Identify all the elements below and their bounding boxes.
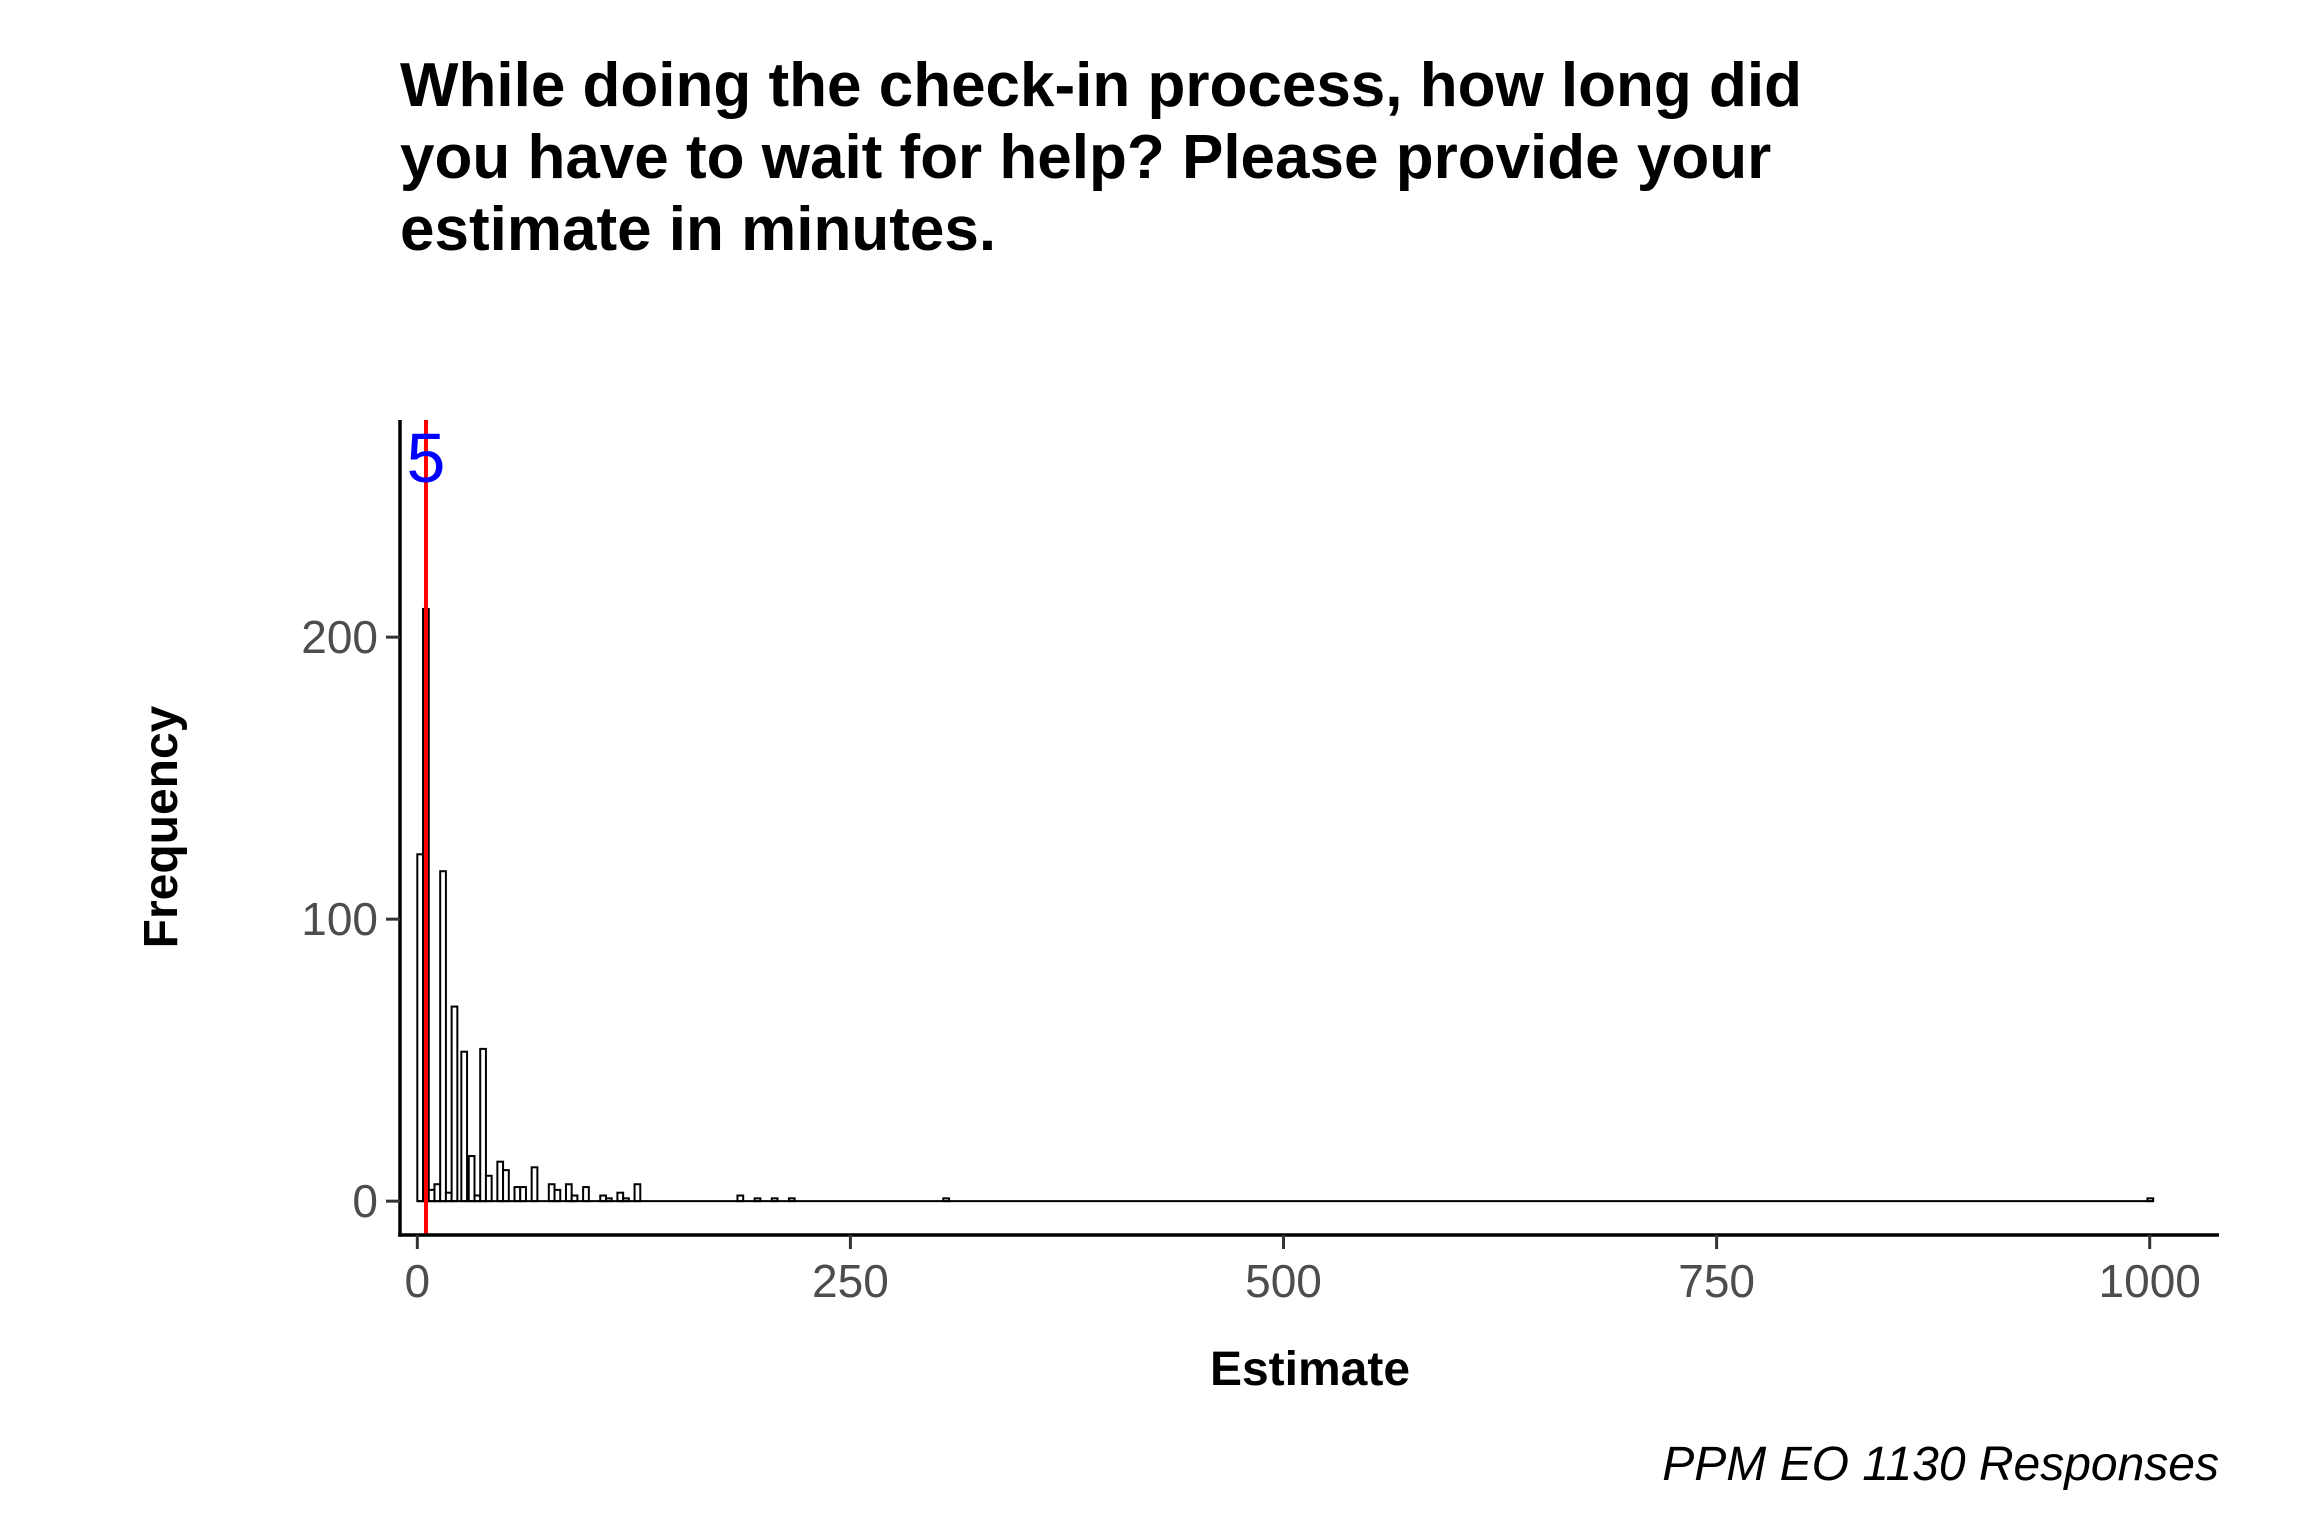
axes — [398, 420, 2219, 1237]
histogram-bar — [553, 1188, 562, 1203]
x-tick-label: 250 — [812, 1255, 889, 1307]
histogram-bar — [633, 1183, 642, 1203]
chart-title-line-3: estimate in minutes. — [400, 195, 996, 264]
histogram-bar — [519, 1186, 527, 1203]
x-tick-label: 1000 — [2099, 1255, 2201, 1307]
histogram-bar — [450, 1005, 459, 1203]
histogram-bar — [530, 1166, 539, 1203]
median-label: 5 — [407, 419, 446, 497]
chart-title: While doing the check-in process, how lo… — [400, 51, 1802, 264]
histogram-bar — [467, 1155, 476, 1203]
y-tick-label: 100 — [301, 893, 378, 945]
histogram-bar — [484, 1174, 493, 1203]
y-axis-title: Frequency — [135, 705, 188, 948]
histogram-bar — [439, 870, 447, 1203]
chart-caption: PPM EO 1130 Responses — [1662, 1438, 2219, 1491]
x-tick-label: 500 — [1245, 1255, 1322, 1307]
histogram-bar — [582, 1186, 590, 1203]
chart-title-line-1: While doing the check-in process, how lo… — [400, 51, 1802, 120]
x-tick-label: 0 — [405, 1255, 431, 1307]
median-marker: 5 — [407, 419, 446, 1235]
x-axis-title: Estimate — [1210, 1343, 1410, 1396]
y-axis-ticks: 0 100 200 — [301, 611, 400, 1227]
chart-title-line-2: you have to wait for help? Please provid… — [400, 123, 1771, 192]
x-tick-label: 750 — [1678, 1255, 1755, 1307]
y-tick-label: 0 — [352, 1175, 378, 1227]
y-tick-label: 200 — [301, 611, 378, 663]
histogram-bar — [460, 1050, 469, 1203]
x-axis-ticks: 0 250 500 750 1000 — [405, 1235, 2201, 1307]
histogram-bar — [502, 1169, 510, 1203]
